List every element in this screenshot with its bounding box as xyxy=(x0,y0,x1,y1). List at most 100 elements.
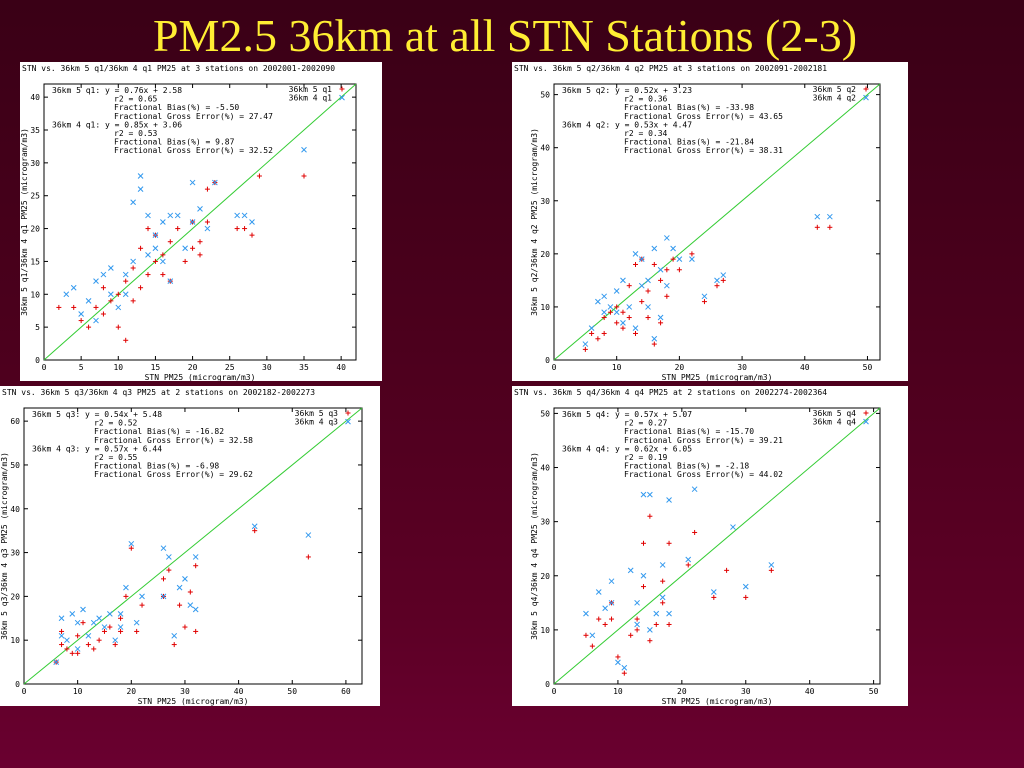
y-tick-label: 10 xyxy=(540,303,550,312)
stats-text: Fractional Gross Error(%) = 38.31 xyxy=(624,146,783,155)
legend-marker xyxy=(863,86,869,92)
data-point-series2 xyxy=(85,298,92,304)
x-tick-label: 25 xyxy=(225,363,235,372)
stats-text: 36km 4 q4: y = 0.62x + 6.05 xyxy=(562,444,692,453)
data-point-series2 xyxy=(78,311,84,317)
data-point-series2 xyxy=(204,225,211,232)
data-point-series2 xyxy=(613,288,620,294)
data-point-series2 xyxy=(58,615,65,622)
data-point-series1 xyxy=(640,584,646,590)
data-point-series1 xyxy=(204,186,210,192)
x-tick-label: 60 xyxy=(341,687,351,696)
data-point-series2 xyxy=(627,567,634,574)
stats-text: Fractional Bias(%) = -15.70 xyxy=(624,427,754,436)
scatter-chart-q4: STN vs. 36km 5 q4/36km 4 q4 PM25 at 2 st… xyxy=(514,388,881,706)
x-tick-label: 40 xyxy=(336,363,346,372)
data-point-series2 xyxy=(189,219,196,225)
data-point-series1 xyxy=(814,224,820,230)
data-point-series1 xyxy=(664,267,670,273)
stats-text: r2 = 0.53 xyxy=(114,129,158,138)
data-point-series1 xyxy=(101,628,107,634)
data-point-series2 xyxy=(130,199,136,206)
y-axis-label: 36km 5 q4/36km 4 q4 PM25 (microgram/m3) xyxy=(530,452,539,640)
data-point-series1 xyxy=(614,304,620,310)
data-point-series2 xyxy=(249,219,255,225)
stats-text: r2 = 0.27 xyxy=(624,419,668,428)
chart-title: STN vs. 36km 5 q2/36km 4 q2 PM25 at 3 st… xyxy=(514,64,827,73)
data-point-series1 xyxy=(714,283,720,289)
data-point-series1 xyxy=(130,298,136,304)
y-tick-label: 30 xyxy=(30,159,40,168)
data-point-series1 xyxy=(160,272,166,278)
data-point-series2 xyxy=(615,659,621,666)
x-tick-label: 0 xyxy=(42,363,47,372)
data-point-series2 xyxy=(93,317,99,324)
data-point-series2 xyxy=(212,179,218,186)
data-point-series1 xyxy=(647,638,653,644)
y-tick-label: 30 xyxy=(10,549,20,558)
data-point-series1 xyxy=(621,670,627,676)
data-point-series2 xyxy=(589,632,596,639)
data-point-series1 xyxy=(626,315,632,321)
plot-frame xyxy=(553,83,881,361)
data-point-series1 xyxy=(589,643,595,649)
data-point-series2 xyxy=(93,278,99,284)
data-point-series2 xyxy=(128,540,135,547)
y-tick-label: 40 xyxy=(540,144,550,153)
legend-marker xyxy=(863,410,869,416)
scatter-chart-q1: STN vs. 36km 5 q1/36km 4 q1 PM25 at 3 st… xyxy=(20,64,357,381)
data-point-series1 xyxy=(720,277,726,283)
data-point-series2 xyxy=(657,314,664,321)
data-point-series2 xyxy=(657,266,664,273)
data-point-series1 xyxy=(204,219,210,225)
data-point-series1 xyxy=(645,288,651,294)
data-point-series2 xyxy=(174,212,181,219)
data-point-series1 xyxy=(634,627,640,633)
data-point-series2 xyxy=(115,304,122,311)
x-tick-label: 20 xyxy=(188,363,198,372)
data-point-series1 xyxy=(115,324,121,330)
data-point-series2 xyxy=(122,271,129,278)
y-tick-label: 50 xyxy=(10,461,20,470)
y-tick-label: 40 xyxy=(10,505,20,514)
stats-text: Fractional Gross Error(%) = 43.65 xyxy=(624,112,783,121)
data-point-series2 xyxy=(182,576,188,582)
data-point-series2 xyxy=(108,265,114,271)
one-to-one-line xyxy=(43,83,357,361)
data-point-series1 xyxy=(128,545,134,551)
x-tick-label: 50 xyxy=(287,687,297,696)
legend-label: 36km 5 q2 xyxy=(813,85,857,94)
data-point-series1 xyxy=(112,642,118,648)
data-point-series2 xyxy=(106,611,113,617)
stats-text: Fractional Bias(%) = -16.82 xyxy=(94,427,224,436)
data-point-series2 xyxy=(601,293,608,300)
x-tick-label: 0 xyxy=(552,687,557,696)
data-point-series1 xyxy=(633,330,638,336)
data-point-series2 xyxy=(583,610,589,617)
chart-panel-q2: STN vs. 36km 5 q2/36km 4 q2 PM25 at 3 st… xyxy=(512,62,908,381)
x-tick-label: 20 xyxy=(675,363,685,372)
data-point-series1 xyxy=(589,330,595,336)
data-point-series2 xyxy=(167,278,174,284)
y-tick-label: 25 xyxy=(30,192,40,201)
data-point-series1 xyxy=(651,261,657,267)
y-tick-label: 15 xyxy=(30,257,40,266)
data-point-series1 xyxy=(138,285,144,291)
data-point-series2 xyxy=(613,309,620,316)
data-point-series2 xyxy=(608,599,615,606)
data-point-series2 xyxy=(607,304,614,310)
plot-frame xyxy=(43,83,357,361)
data-point-series1 xyxy=(85,642,91,648)
data-point-series2 xyxy=(167,212,174,219)
data-point-series2 xyxy=(645,304,651,310)
y-tick-label: 40 xyxy=(30,93,40,102)
data-point-series2 xyxy=(234,212,240,219)
data-point-series2 xyxy=(74,646,81,652)
data-point-series2 xyxy=(101,624,108,630)
data-point-series1 xyxy=(115,291,121,297)
data-point-series2 xyxy=(241,212,248,219)
slide-title: PM2.5 36km at all STN Stations (2-3) xyxy=(152,10,858,61)
data-point-series2 xyxy=(69,611,76,617)
data-point-series2 xyxy=(651,335,658,342)
data-point-series2 xyxy=(70,284,77,291)
